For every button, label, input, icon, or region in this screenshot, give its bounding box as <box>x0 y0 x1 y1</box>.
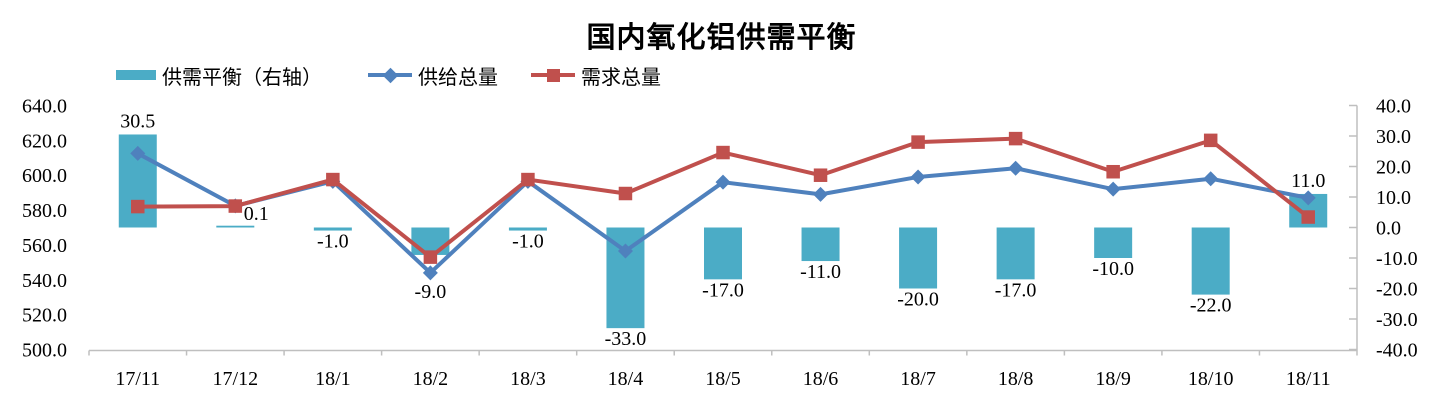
x-axis-tick-label: 18/9 <box>1095 368 1131 390</box>
supply-marker <box>130 145 146 161</box>
legend-label-supply: 供给总量 <box>418 66 498 89</box>
left-axis-tick-label: 640.0 <box>22 96 67 118</box>
supply-marker <box>1203 171 1219 187</box>
legend-label-demand: 需求总量 <box>581 66 661 89</box>
bar-value-label: -33.0 <box>605 328 647 350</box>
right-axis-tick-label: -30.0 <box>1376 309 1418 331</box>
x-axis-tick-label: 18/8 <box>998 368 1034 390</box>
legend-item-supply: 供给总量 <box>368 62 498 89</box>
bar-value-label: 11.0 <box>1291 170 1325 192</box>
supply-marker <box>1105 181 1121 197</box>
left-axis-tick-label: 540.0 <box>22 270 67 292</box>
left-axis-tick-label: 600.0 <box>22 165 67 187</box>
bar-value-label: -10.0 <box>1092 258 1134 280</box>
bar-value-label: -11.0 <box>800 261 841 283</box>
bar <box>216 225 255 228</box>
demand-marker <box>1008 131 1023 146</box>
right-axis-tick-label: -10.0 <box>1376 248 1418 270</box>
right-axis-tick-label: 10.0 <box>1376 187 1411 209</box>
bar <box>704 227 742 280</box>
legend-item-balance: 供需平衡（右轴） <box>116 62 322 89</box>
x-axis-tick-label: 18/4 <box>608 368 644 390</box>
supply-marker <box>813 186 829 202</box>
square-marker-icon <box>546 68 560 82</box>
demand-marker <box>131 199 145 214</box>
demand-marker <box>911 135 925 149</box>
right-axis-tick-label: -20.0 <box>1376 279 1418 301</box>
bar-value-label: -1.0 <box>512 231 544 253</box>
demand-marker <box>228 199 243 213</box>
right-axis-tick-label: 40.0 <box>1376 96 1411 118</box>
x-axis-tick-label: 18/7 <box>900 368 936 390</box>
legend-label-balance: 供需平衡（右轴） <box>162 66 322 89</box>
supply-marker <box>910 169 926 185</box>
demand-marker <box>521 172 535 187</box>
bar <box>1094 227 1133 258</box>
demand-marker <box>716 145 730 160</box>
bar <box>508 227 547 231</box>
bar-value-label: -9.0 <box>415 281 447 303</box>
demand-marker <box>813 168 828 182</box>
left-axis-tick-label: 560.0 <box>22 235 67 257</box>
left-axis-tick-label: 580.0 <box>22 200 67 222</box>
bar-value-label: -17.0 <box>995 279 1037 301</box>
supply-marker <box>715 174 731 190</box>
bar <box>1191 227 1230 295</box>
right-axis-tick-label: 0.0 <box>1376 218 1401 240</box>
left-axis-tick-label: 520.0 <box>22 305 67 327</box>
bar-swatch-icon <box>116 70 156 80</box>
demand-marker <box>1203 133 1218 148</box>
bar <box>899 227 938 289</box>
x-axis-tick-label: 18/2 <box>413 368 449 390</box>
bar <box>411 227 450 255</box>
supply-marker <box>1300 190 1316 206</box>
bar-value-label: -17.0 <box>702 279 744 301</box>
bar <box>313 227 352 231</box>
bar-value-label: -20.0 <box>897 289 939 311</box>
bar-value-label: 30.5 <box>120 110 155 132</box>
demand-marker <box>423 250 438 264</box>
right-axis-tick-label: -40.0 <box>1376 340 1418 362</box>
bar-value-label: 0.1 <box>244 203 269 225</box>
x-axis-tick-label: 18/1 <box>315 368 351 390</box>
supply-marker <box>1008 160 1024 176</box>
demand-marker <box>326 172 340 187</box>
demand-marker <box>1301 210 1315 224</box>
demand-marker <box>618 186 633 201</box>
legend-item-demand: 需求总量 <box>531 62 661 89</box>
x-axis-tick-label: 18/5 <box>705 368 741 390</box>
bar <box>996 227 1035 280</box>
supply-marker <box>617 243 633 259</box>
x-axis-tick-label: 17/11 <box>115 368 160 390</box>
x-axis-tick-label: 18/3 <box>510 368 546 390</box>
x-axis-tick-label: 17/12 <box>213 368 259 390</box>
bar <box>801 227 840 262</box>
chart-title: 国内氧化铝供需平衡 <box>586 22 857 54</box>
line-square-swatch-icon <box>531 68 575 83</box>
right-axis-tick-label: 20.0 <box>1376 157 1411 179</box>
right-axis-tick-label: 30.0 <box>1376 126 1411 148</box>
line-diamond-swatch-icon <box>368 67 412 83</box>
x-axis-tick-label: 18/11 <box>1286 368 1331 390</box>
bar-value-label: -1.0 <box>317 231 349 253</box>
bar-value-label: -22.0 <box>1190 295 1232 317</box>
x-axis-tick-label: 18/10 <box>1188 368 1234 390</box>
left-axis-tick-label: 620.0 <box>22 130 67 152</box>
demand-marker <box>1106 164 1120 179</box>
left-axis-tick-label: 500.0 <box>22 340 67 362</box>
x-axis-tick-label: 18/6 <box>803 368 839 390</box>
supply-marker <box>422 265 438 281</box>
